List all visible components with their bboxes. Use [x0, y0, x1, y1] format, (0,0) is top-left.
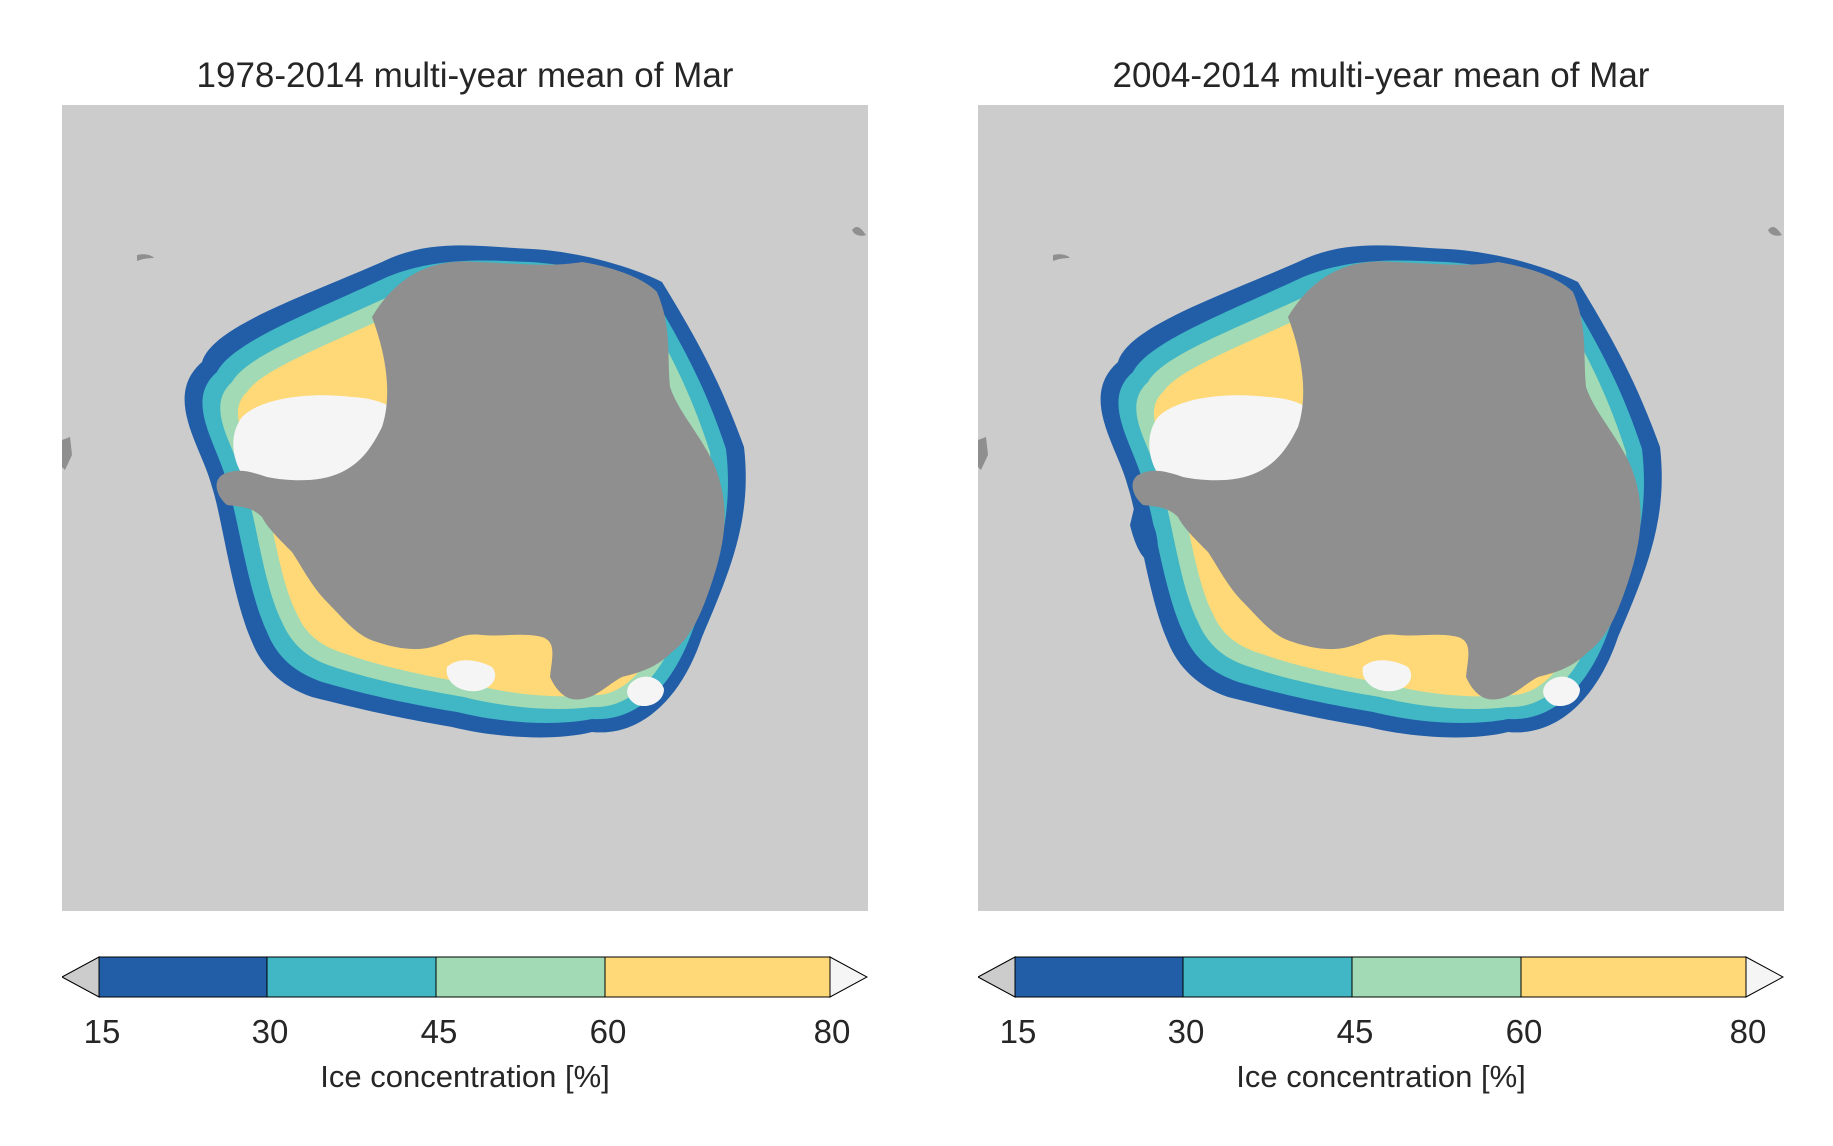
island: [1053, 254, 1070, 261]
colorbar-tick-label: 15: [999, 1013, 1037, 1050]
colorbar: [62, 956, 868, 998]
colorbar-bin-15-30: [1014, 956, 1184, 998]
island: [62, 437, 72, 470]
colorbar-label: Ice concentration [%]: [320, 1059, 610, 1094]
island: [852, 227, 866, 236]
colorbar-bin-45-60: [1351, 956, 1522, 998]
colorbar-bin-30-45: [266, 956, 437, 998]
colorbar-extend-high: [1745, 956, 1784, 998]
map-panel-right: 2004-2014 multi-year mean of Mar 15 30 4…: [978, 0, 1818, 1146]
colorbar-tick-label: 80: [1729, 1013, 1767, 1050]
colorbar-extend-high: [829, 956, 868, 998]
colorbar-bin-15-30: [98, 956, 268, 998]
colorbar: [978, 956, 1784, 998]
colorbar-label: Ice concentration [%]: [1236, 1059, 1526, 1094]
colorbar-bin-30-45: [1182, 956, 1353, 998]
colorbar-extend-low: [978, 956, 1016, 998]
antarctic-sea-ice-map: [62, 105, 868, 911]
island: [1768, 227, 1782, 236]
colorbar-bin-60-80: [604, 956, 831, 998]
map-title: 1978-2014 multi-year mean of Mar: [196, 56, 734, 95]
island: [137, 254, 154, 261]
map-panel-left: 1978-2014 multi-year mean of Mar 15 30 4…: [62, 0, 902, 1146]
colorbar-extend-low: [62, 956, 100, 998]
colorbar-bin-45-60: [435, 956, 606, 998]
colorbar-tick-label: 30: [251, 1013, 289, 1050]
colorbar-tick-label: 45: [1336, 1013, 1374, 1050]
sea-ice-patch: [1130, 500, 1158, 562]
colorbar-tick-label: 30: [1167, 1013, 1205, 1050]
colorbar-tick-label: 60: [1505, 1013, 1543, 1050]
colorbar-tick-label: 15: [83, 1013, 121, 1050]
colorbar-tick-label: 80: [813, 1013, 851, 1050]
map-title: 2004-2014 multi-year mean of Mar: [1112, 56, 1650, 95]
colorbar-tick-label: 45: [420, 1013, 458, 1050]
island: [978, 437, 988, 470]
antarctic-sea-ice-map: [978, 105, 1784, 911]
colorbar-tick-label: 60: [589, 1013, 627, 1050]
colorbar-bin-60-80: [1520, 956, 1747, 998]
